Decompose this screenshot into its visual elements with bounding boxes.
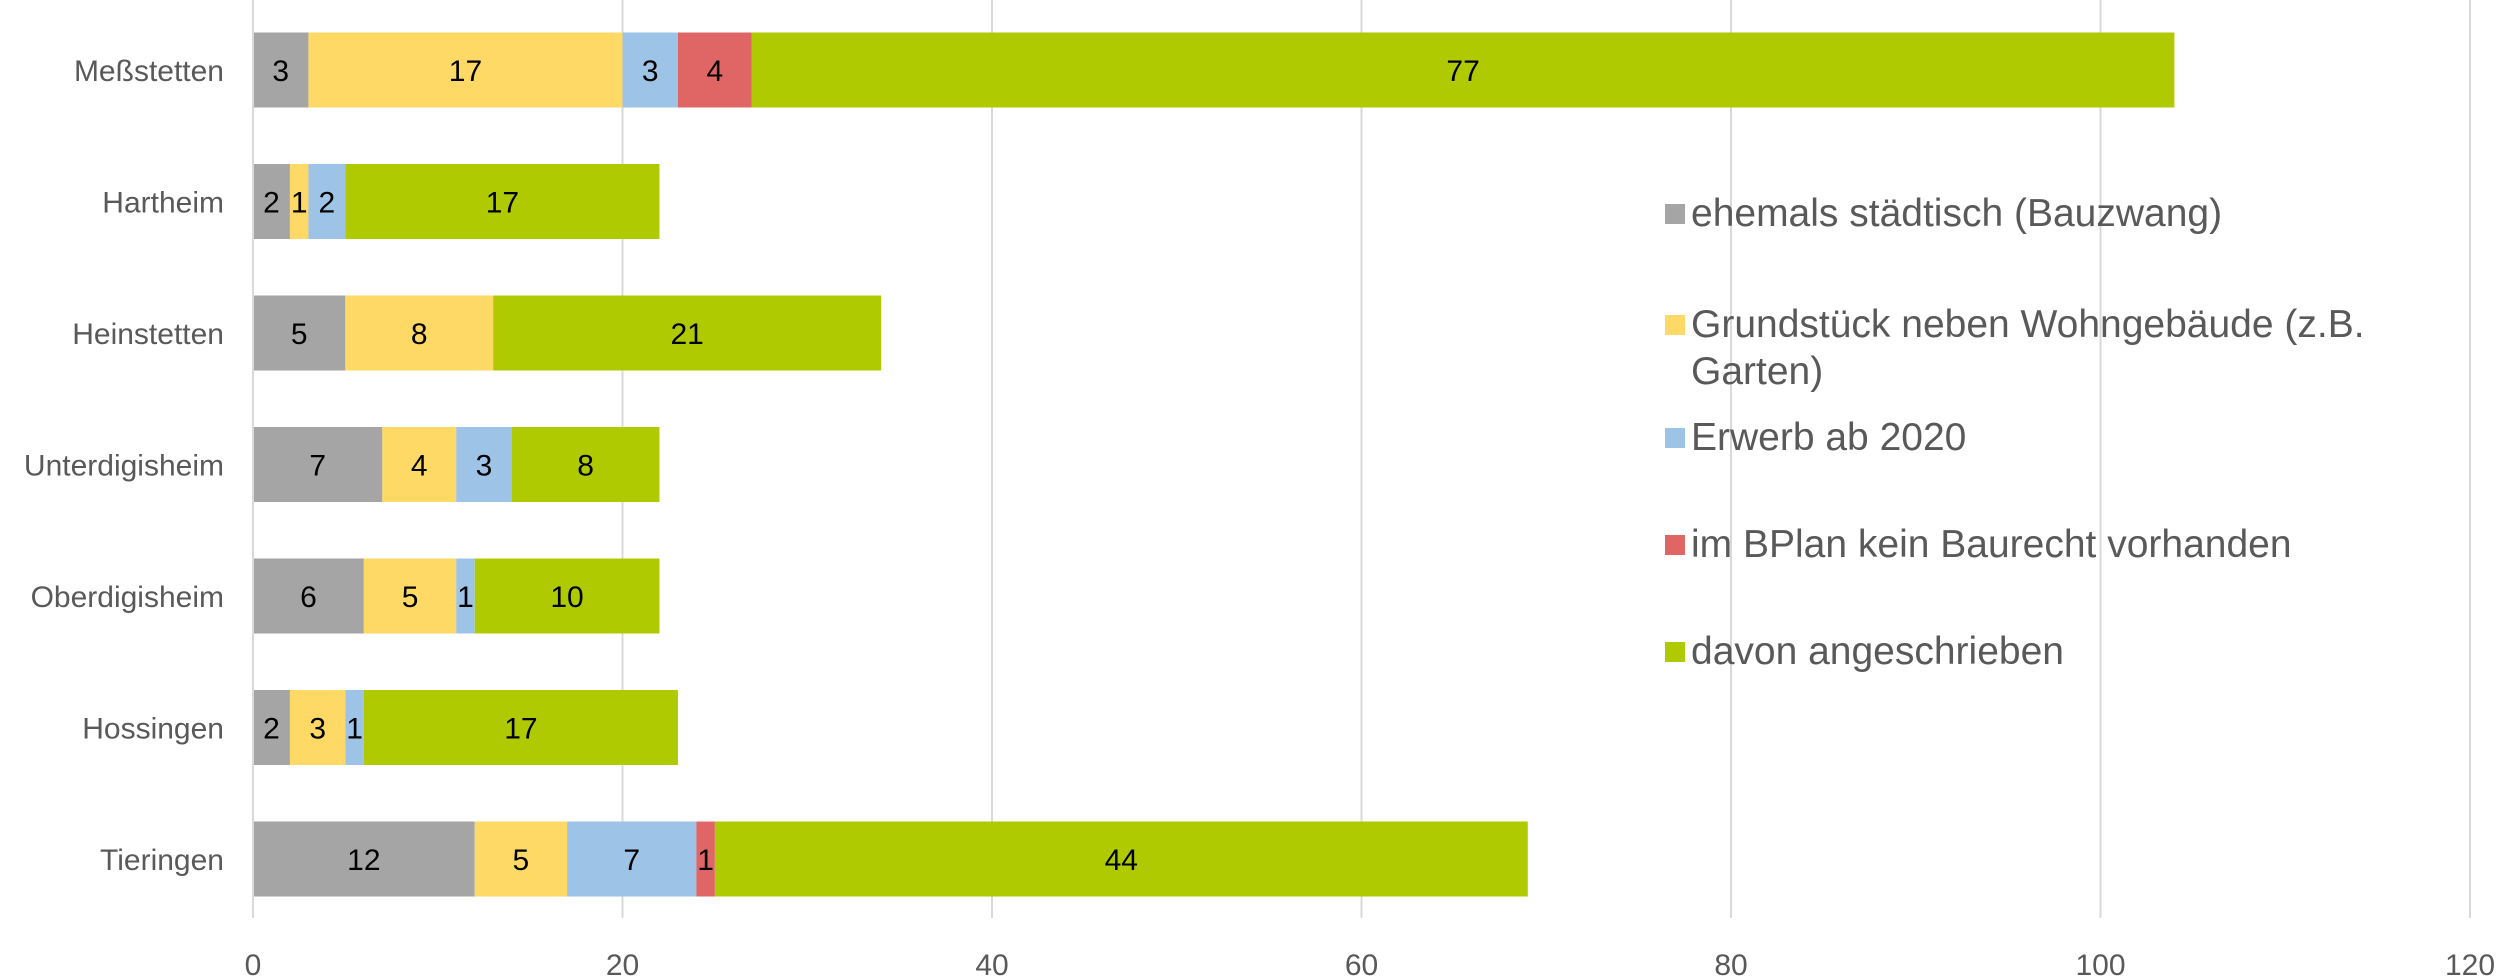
bar-segment xyxy=(714,821,1528,897)
bar-segment xyxy=(289,164,309,239)
data-label: 7 xyxy=(623,844,640,877)
legend-swatch xyxy=(1665,204,1685,224)
bar-segment xyxy=(345,295,494,371)
legend-label: im BPlan kein Baurecht vorhanden xyxy=(1691,523,2292,566)
x-tick-label: 0 xyxy=(245,949,262,980)
data-label: 4 xyxy=(411,450,428,483)
data-label: 10 xyxy=(550,581,583,614)
bar-segment xyxy=(253,427,383,502)
bar-segment xyxy=(253,690,290,765)
data-label: 8 xyxy=(577,450,594,483)
bar-segment xyxy=(308,32,623,108)
data-label: 17 xyxy=(504,713,537,746)
data-label: 77 xyxy=(1446,55,1479,88)
data-label: 12 xyxy=(347,844,380,877)
legend-swatch xyxy=(1665,315,1685,335)
category-label: Hartheim xyxy=(102,187,224,220)
data-label: 5 xyxy=(513,844,530,877)
bar-segment xyxy=(253,32,309,108)
legend-item-kein-baurecht: im BPlan kein Baurecht vorhanden xyxy=(1665,521,2292,568)
category-label: Meßstetten xyxy=(74,55,224,88)
legend-item-angeschrieben: davon angeschrieben xyxy=(1665,628,2064,675)
data-label: 2 xyxy=(263,713,280,746)
bars xyxy=(253,32,2175,897)
x-tick-label: 100 xyxy=(2075,949,2125,980)
data-label: 3 xyxy=(476,450,493,483)
axes: 0 20 40 60 80 100 120 Meßstetten Hartheim Heinste… xyxy=(24,0,2495,980)
bar-segment xyxy=(363,558,457,634)
legend-item-ehemals-staedtisch: ehemals städtisch (Bauzwang) xyxy=(1665,190,2222,237)
x-tick-label: 80 xyxy=(1714,949,1747,980)
legend-label: Grundstück neben Wohngebäude (z.B. Garte… xyxy=(1691,303,2365,393)
bar-segment xyxy=(253,164,290,239)
bar-segment xyxy=(456,558,475,634)
data-label: 1 xyxy=(291,187,308,220)
x-tick-label: 20 xyxy=(606,949,639,980)
category-label: Heinstetten xyxy=(72,318,224,351)
legend-label: davon angeschrieben xyxy=(1691,630,2064,673)
x-tick-label: 60 xyxy=(1345,949,1378,980)
category-label: Oberdigisheim xyxy=(31,581,224,614)
data-label: 1 xyxy=(457,581,474,614)
category-label: Unterdigisheim xyxy=(24,450,224,483)
data-label: 17 xyxy=(449,55,482,88)
bar-segment xyxy=(456,427,512,502)
legend-label: ehemals städtisch (Bauzwang) xyxy=(1691,192,2223,235)
data-label: 5 xyxy=(291,318,308,351)
bar-segment xyxy=(382,427,457,502)
grid-lines xyxy=(252,0,2471,918)
bar-segment xyxy=(622,32,678,108)
bar-segment xyxy=(289,690,346,765)
data-label: 17 xyxy=(486,187,519,220)
legend-swatch xyxy=(1665,428,1685,448)
bar-segment xyxy=(345,690,364,765)
data-label: 6 xyxy=(300,581,317,614)
bar-segment xyxy=(308,164,346,239)
bar-segment xyxy=(696,821,715,897)
data-label: 21 xyxy=(670,318,703,351)
category-label: Hossingen xyxy=(82,713,224,746)
data-label: 7 xyxy=(309,450,326,483)
data-label: 44 xyxy=(1105,844,1138,877)
bar-segment xyxy=(677,32,752,108)
data-label: 8 xyxy=(411,318,428,351)
data-label: 3 xyxy=(309,713,326,746)
bar-segment xyxy=(751,32,2175,108)
bar-segment xyxy=(567,821,697,897)
bar-segment xyxy=(345,164,660,239)
data-label: 4 xyxy=(707,55,724,88)
x-tick-label: 40 xyxy=(975,949,1008,980)
data-label: 1 xyxy=(346,713,363,746)
bar-segment xyxy=(363,690,678,765)
bar-segment xyxy=(474,558,660,634)
legend-item-erwerb: Erwerb ab 2020 xyxy=(1665,414,1966,461)
bar-segment xyxy=(253,295,346,371)
legend-item-grundstueck: Grundstück neben Wohngebäude (z.B. Garte… xyxy=(1665,301,2481,395)
bar-segment xyxy=(253,821,475,897)
data-label: 3 xyxy=(642,55,659,88)
category-label: Tieringen xyxy=(100,844,224,877)
bar-segment xyxy=(253,558,364,634)
legend-swatch xyxy=(1665,642,1685,662)
x-tick-label: 120 xyxy=(2445,949,2495,980)
legend-swatch xyxy=(1665,535,1685,555)
bar-segment xyxy=(493,295,882,371)
data-label: 2 xyxy=(319,187,336,220)
data-label: 3 xyxy=(272,55,289,88)
data-label: 1 xyxy=(697,844,714,877)
data-label: 2 xyxy=(263,187,280,220)
bar-segment xyxy=(474,821,568,897)
bar-segment xyxy=(511,427,660,502)
data-label: 5 xyxy=(402,581,419,614)
legend-label: Erwerb ab 2020 xyxy=(1691,416,1967,459)
